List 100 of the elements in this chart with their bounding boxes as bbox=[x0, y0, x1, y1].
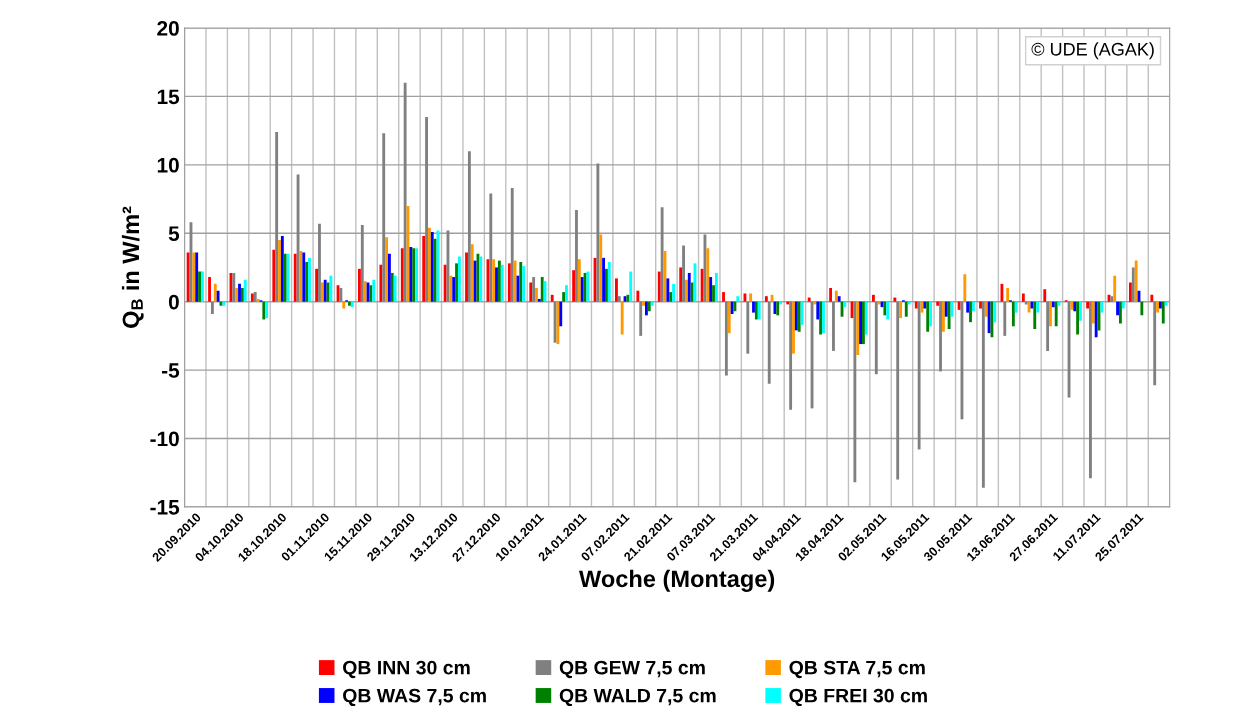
bar bbox=[1100, 301, 1104, 313]
bar bbox=[1161, 301, 1165, 324]
bar bbox=[403, 82, 407, 302]
bar bbox=[615, 278, 618, 302]
legend-label: QB STA 7,5 cm bbox=[789, 660, 925, 679]
bar bbox=[647, 301, 651, 312]
bar bbox=[939, 301, 942, 372]
bar bbox=[687, 272, 691, 302]
bar bbox=[853, 301, 857, 483]
bar bbox=[629, 271, 633, 302]
bar bbox=[1119, 301, 1122, 324]
bar bbox=[712, 285, 715, 302]
bar bbox=[904, 301, 908, 317]
bar bbox=[1021, 293, 1025, 302]
bar bbox=[372, 279, 376, 302]
bar bbox=[540, 277, 544, 302]
bar bbox=[645, 301, 648, 316]
bar bbox=[489, 193, 493, 302]
bar bbox=[669, 292, 673, 302]
bar bbox=[500, 264, 504, 302]
bar bbox=[856, 301, 860, 356]
bar bbox=[714, 272, 718, 302]
legend-label: QB FREI 30 cm bbox=[789, 688, 927, 707]
bar bbox=[599, 234, 603, 302]
bar bbox=[433, 238, 437, 302]
bar bbox=[510, 188, 514, 302]
bar bbox=[278, 240, 281, 302]
bar bbox=[1043, 289, 1047, 302]
bar bbox=[936, 301, 940, 306]
bar bbox=[1030, 301, 1034, 309]
bar bbox=[883, 301, 887, 316]
bar bbox=[923, 301, 927, 309]
bar bbox=[495, 267, 498, 302]
bar bbox=[213, 283, 217, 302]
bar bbox=[1158, 301, 1162, 309]
y-tick-label: 10 bbox=[157, 157, 179, 173]
bar bbox=[1046, 301, 1050, 351]
bar bbox=[272, 249, 276, 302]
bar bbox=[886, 301, 890, 320]
bar bbox=[1116, 301, 1119, 316]
bar bbox=[358, 268, 361, 302]
bar bbox=[473, 260, 477, 302]
bar bbox=[186, 252, 190, 302]
bar bbox=[666, 278, 670, 302]
bar bbox=[1006, 287, 1010, 302]
bar bbox=[1003, 301, 1007, 336]
bar bbox=[550, 294, 554, 302]
bar bbox=[984, 301, 988, 317]
bar bbox=[1164, 301, 1168, 306]
legend-label: QB WALD 7,5 cm bbox=[559, 688, 716, 707]
bar bbox=[617, 296, 621, 302]
bar bbox=[660, 207, 664, 302]
y-tick-label: 20 bbox=[157, 21, 179, 36]
bar bbox=[993, 301, 997, 323]
y-axis-title: Q$_{B}$ in W/m² bbox=[121, 206, 144, 328]
bar bbox=[1129, 282, 1132, 302]
legend-label: QB GEW 7,5 cm bbox=[559, 660, 705, 679]
bar bbox=[764, 296, 768, 302]
legend-label: QB WAS 7,5 cm bbox=[343, 688, 486, 707]
bar bbox=[577, 259, 581, 302]
bar bbox=[455, 263, 458, 302]
bar bbox=[467, 151, 471, 302]
bar bbox=[767, 301, 771, 384]
bar bbox=[966, 301, 970, 313]
bar bbox=[981, 301, 985, 488]
bar bbox=[596, 163, 600, 302]
bar bbox=[971, 301, 975, 312]
bar bbox=[816, 301, 820, 320]
x-axis-title: Woche (Montage) bbox=[578, 569, 775, 592]
bar bbox=[722, 292, 725, 302]
bar bbox=[874, 301, 878, 375]
bar bbox=[605, 268, 608, 302]
bar bbox=[1033, 301, 1037, 330]
bar bbox=[385, 237, 389, 302]
bar bbox=[1049, 301, 1052, 327]
bar bbox=[575, 209, 578, 302]
bar bbox=[963, 274, 967, 302]
bar bbox=[308, 257, 311, 302]
bar bbox=[382, 133, 386, 302]
bar bbox=[388, 253, 391, 302]
bar bbox=[843, 301, 847, 308]
bar bbox=[736, 296, 740, 302]
bar bbox=[572, 270, 576, 302]
bar bbox=[684, 279, 688, 302]
bar bbox=[457, 256, 461, 302]
bar bbox=[899, 301, 902, 319]
bar bbox=[208, 277, 211, 302]
bar bbox=[293, 253, 297, 302]
bar bbox=[832, 301, 835, 351]
bar bbox=[240, 287, 244, 302]
bar bbox=[243, 279, 247, 302]
bar bbox=[470, 244, 474, 302]
bar bbox=[329, 275, 333, 302]
bar bbox=[749, 293, 753, 302]
bar bbox=[706, 248, 710, 302]
bar bbox=[1054, 301, 1058, 327]
bar bbox=[650, 301, 654, 306]
bar bbox=[443, 264, 447, 302]
bar bbox=[275, 131, 279, 302]
bar bbox=[216, 290, 220, 302]
